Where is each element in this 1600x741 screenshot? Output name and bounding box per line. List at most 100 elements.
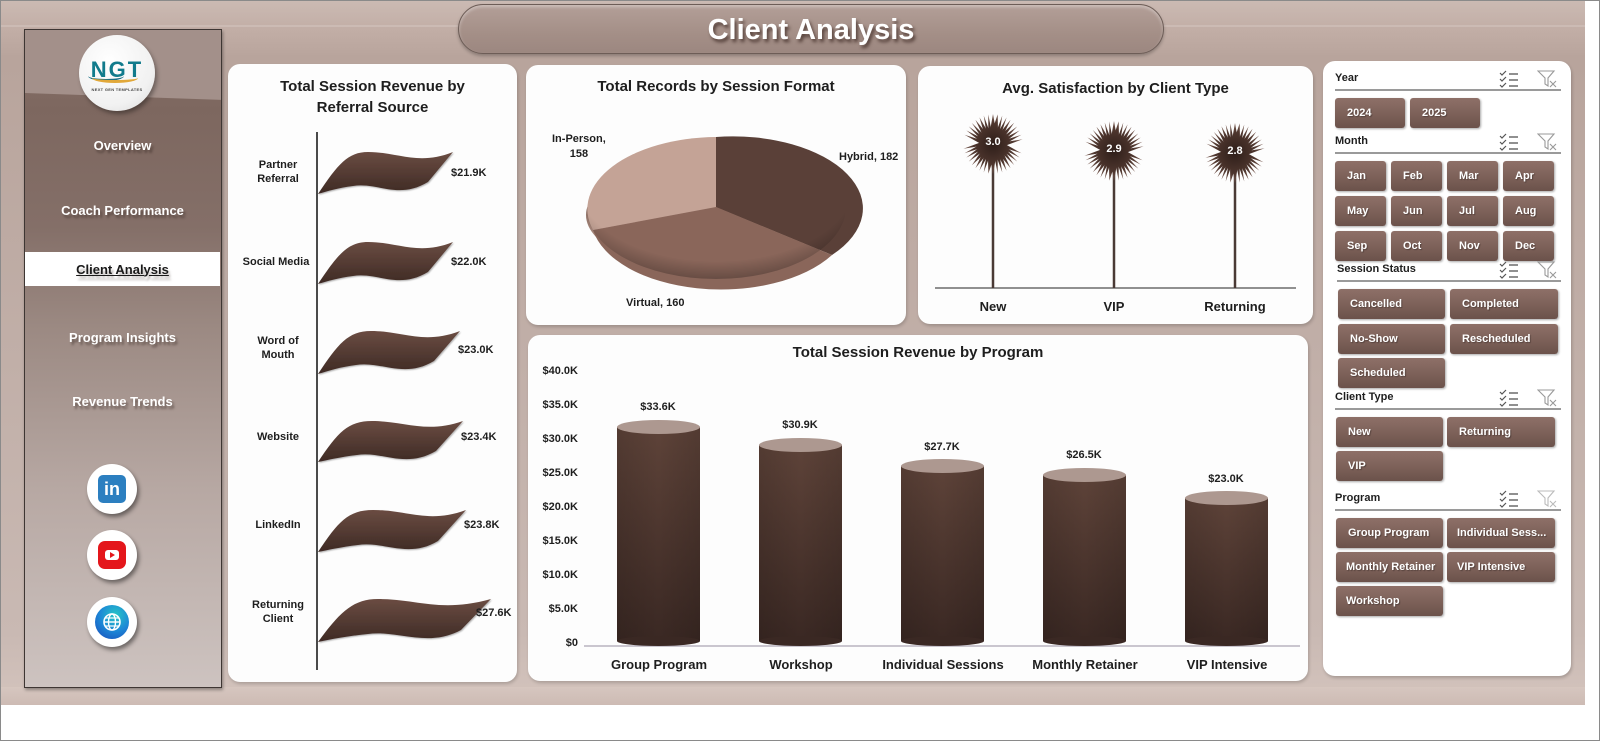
sidebar-item-label: Overview xyxy=(93,137,152,153)
referral-value: $21.9K xyxy=(451,167,487,179)
slicer-program-individual[interactable]: Individual Sess... xyxy=(1447,518,1555,548)
website-button[interactable] xyxy=(87,597,137,647)
youtube-button[interactable] xyxy=(87,530,137,580)
slicer-status-no-show[interactable]: No-Show xyxy=(1338,324,1445,354)
slicer-status-rescheduled[interactable]: Rescheduled xyxy=(1450,324,1558,354)
slicer-client-returning[interactable]: Returning xyxy=(1447,417,1555,447)
sidebar-item-client-analysis[interactable]: Client Analysis xyxy=(25,252,220,286)
sidebar-item-label: Client Analysis xyxy=(76,261,169,277)
y-tick: $25.0K xyxy=(542,467,578,479)
sidebar-item-program-insights[interactable]: Program Insights xyxy=(25,320,220,354)
bar-group-program xyxy=(617,420,700,646)
y-tick: $10.0K xyxy=(542,569,578,581)
slicer-month-jul[interactable]: Jul xyxy=(1447,196,1498,226)
ngt-logo: NGT NEXT GEN TEMPLATES xyxy=(79,35,155,111)
bar-value: $26.5K xyxy=(1066,449,1102,461)
multi-select-icon[interactable] xyxy=(1499,261,1519,279)
slicer-month-may[interactable]: May xyxy=(1335,196,1386,226)
slicer-month-sep[interactable]: Sep xyxy=(1335,231,1386,261)
bar-value: $23.0K xyxy=(1208,473,1244,485)
sidebar-item-revenue-trends[interactable]: Revenue Trends xyxy=(25,384,220,418)
slicer-year-2024[interactable]: 2024 xyxy=(1335,98,1405,128)
referral-value: $23.8K xyxy=(464,519,500,531)
satisfaction-label-returning: Returning xyxy=(1204,299,1266,314)
sidebar: NGT NEXT GEN TEMPLATES Overview Coach Pe… xyxy=(24,29,222,688)
slicer-month-nov[interactable]: Nov xyxy=(1447,231,1498,261)
referral-label-social: Social Media xyxy=(242,256,310,268)
referral-revenue-chart: Total Session Revenue by Referral Source… xyxy=(228,64,517,682)
x-category-label: Workshop xyxy=(769,657,833,672)
youtube-icon xyxy=(98,541,126,569)
referral-label-linkedin: LinkedIn xyxy=(255,519,301,531)
satisfaction-label-vip: VIP xyxy=(1103,299,1125,314)
pie-label-in-person: In-Person, 158 xyxy=(552,133,606,160)
slicer-program-workshop[interactable]: Workshop xyxy=(1336,586,1443,616)
sidebar-item-label: Program Insights xyxy=(69,329,176,345)
referral-value: $27.6K xyxy=(476,607,512,619)
slicer-month-aug[interactable]: Aug xyxy=(1503,196,1554,226)
logo-swoosh-icon xyxy=(92,73,138,83)
x-category-label: Individual Sessions xyxy=(882,657,1004,672)
sidebar-item-overview[interactable]: Overview xyxy=(25,128,220,162)
x-category-label: VIP Intensive xyxy=(1186,657,1268,672)
cylinder-bars xyxy=(584,420,1300,647)
clear-filter-icon[interactable] xyxy=(1537,490,1557,508)
clear-filter-icon[interactable] xyxy=(1537,70,1557,88)
clear-filter-icon[interactable] xyxy=(1537,133,1557,151)
slicer-month-feb[interactable]: Feb xyxy=(1391,161,1442,191)
slicer-program-vip-intensive[interactable]: VIP Intensive xyxy=(1447,552,1555,582)
chart-title: Total Session Revenue by Program xyxy=(792,344,1044,361)
referral-label-partner: Partner Referral xyxy=(257,159,299,185)
slicer-client-type-header: Client Type xyxy=(1335,388,1561,410)
page-title: Client Analysis xyxy=(707,14,915,46)
clear-filter-icon[interactable] xyxy=(1537,261,1557,279)
slicer-client-new[interactable]: New xyxy=(1336,417,1443,447)
logo-tagline: NEXT GEN TEMPLATES xyxy=(91,87,143,92)
referral-label-word-of-mouth: Word of Mouth xyxy=(257,335,299,361)
multi-select-icon[interactable] xyxy=(1499,490,1519,508)
slicer-title: Client Type xyxy=(1335,391,1394,403)
slicer-title: Program xyxy=(1335,492,1381,504)
slicer-year-2025[interactable]: 2025 xyxy=(1410,98,1480,128)
pie-chart xyxy=(586,135,863,290)
slicer-program-header: Program xyxy=(1335,489,1561,511)
multi-select-icon[interactable] xyxy=(1499,70,1519,88)
slicer-month-apr[interactable]: Apr xyxy=(1503,161,1554,191)
referral-value: $23.4K xyxy=(461,431,497,443)
slicer-month-mar[interactable]: Mar xyxy=(1447,161,1498,191)
y-tick: $5.0K xyxy=(548,603,578,615)
slicer-month-dec[interactable]: Dec xyxy=(1503,231,1554,261)
chart-title: Avg. Satisfaction by Client Type xyxy=(1002,80,1229,97)
slicer-status-scheduled[interactable]: Scheduled xyxy=(1338,358,1445,388)
slicer-year-header: Year xyxy=(1335,69,1561,91)
pie-label-hybrid: Hybrid, 182 xyxy=(839,151,899,163)
clear-filter-icon[interactable] xyxy=(1537,389,1557,407)
slicer-program-monthly-retainer[interactable]: Monthly Retainer xyxy=(1336,552,1443,582)
slicer-client-vip[interactable]: VIP xyxy=(1336,451,1443,481)
referral-label-returning-client: Returning Client xyxy=(252,599,304,625)
y-tick: $40.0K xyxy=(542,365,578,377)
slicer-status-completed[interactable]: Completed xyxy=(1450,289,1558,319)
slicer-month-oct[interactable]: Oct xyxy=(1391,231,1442,261)
filter-panel: Year 2024 2025 Month Jan Feb Mar Apr May… xyxy=(1323,61,1571,676)
multi-select-icon[interactable] xyxy=(1499,133,1519,151)
multi-select-icon[interactable] xyxy=(1499,389,1519,407)
linkedin-button[interactable]: in xyxy=(87,464,137,514)
globe-icon xyxy=(95,605,129,639)
sidebar-item-coach-performance[interactable]: Coach Performance xyxy=(25,193,220,227)
slicer-title: Year xyxy=(1335,72,1359,84)
satisfaction-chart: Avg. Satisfaction by Client Type 3.0 2.9… xyxy=(918,66,1313,324)
bar-vip-intensive xyxy=(1185,491,1268,646)
satisfaction-label-new: New xyxy=(979,299,1007,314)
bar-workshop xyxy=(759,438,842,646)
slicer-month-jan[interactable]: Jan xyxy=(1335,161,1386,191)
dashboard-canvas: Client Analysis NGT NEXT GEN TEMPLATES O… xyxy=(1,1,1585,705)
y-tick: $30.0K xyxy=(542,433,578,445)
slicer-month-header: Month xyxy=(1335,132,1561,154)
chart-title-line: Referral Source xyxy=(316,99,429,116)
slicer-status-cancelled[interactable]: Cancelled xyxy=(1338,289,1445,319)
lollipop-chart xyxy=(935,109,1296,289)
program-revenue-chart: Total Session Revenue by Program $40.0K … xyxy=(528,335,1308,681)
slicer-month-jun[interactable]: Jun xyxy=(1391,196,1442,226)
slicer-program-group[interactable]: Group Program xyxy=(1336,518,1443,548)
